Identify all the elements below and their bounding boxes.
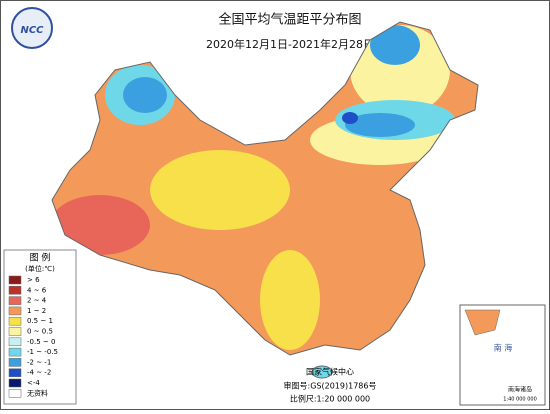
border [51, 21, 479, 356]
legend-label: -2 ~ -1 [27, 358, 51, 366]
legend-label: 无资料 [27, 388, 48, 397]
legend-swatch [8, 378, 22, 388]
legend-label: <-4 [27, 379, 40, 387]
legend-swatch [8, 347, 22, 357]
legend: 图 例 (单位:℃) > 6 4 ~ 6 2 ~ 4 1 ~ 2 0.5 ~ 1 0 ~ … [3, 249, 77, 405]
legend-swatch [8, 389, 22, 398]
legend-swatch [8, 316, 22, 326]
scale: 比例尺:1:20 000 000 [290, 394, 370, 404]
hainan [311, 365, 333, 379]
legend-swatch [8, 296, 22, 305]
legend-label: 0 ~ 0.5 [27, 328, 53, 336]
approval: 审图号:GS(2019)1786号 [284, 381, 377, 391]
legend-label: 1 ~ 2 [27, 307, 46, 315]
legend-swatch [8, 275, 22, 285]
period: 2020年12月1日-2021年2月28日 [206, 37, 374, 51]
legend-label: -4 ~ -2 [27, 369, 51, 377]
legend-label: > 6 [27, 276, 40, 284]
legend-swatch [8, 337, 22, 347]
legend-swatch [8, 286, 22, 295]
legend-swatch [8, 368, 22, 377]
inset-label: 南海诸岛 [508, 386, 532, 394]
legend-swatch [8, 358, 22, 367]
legend-label: 4 ~ 6 [27, 286, 47, 294]
logo-text: NCC [20, 25, 44, 36]
agency: 国家气候中心 [306, 367, 354, 377]
legend-swatch [8, 306, 22, 316]
legend-swatch [8, 327, 22, 336]
legend-label: 2 ~ 4 [27, 297, 47, 305]
inset: 南 海 南海诸岛 1:40 000 000 [459, 304, 546, 406]
legend-unit: (单位:℃) [25, 264, 55, 273]
inset-scale: 1:40 000 000 [503, 397, 537, 403]
legend-title: 图 例 [30, 252, 51, 264]
legend-label: -0.5 ~ 0 [27, 338, 55, 346]
logo: NCC [11, 7, 53, 49]
legend-label: 0.5 ~ 1 [27, 317, 53, 325]
title: 全国平均气温距平分布图 [218, 12, 361, 28]
footer: 国家气候中心 审图号:GS(2019)1786号 比例尺:1:20 000 00… [284, 367, 377, 404]
sea-label: 南 海 [494, 343, 513, 353]
legend-label: -1 ~ -0.5 [27, 348, 58, 356]
